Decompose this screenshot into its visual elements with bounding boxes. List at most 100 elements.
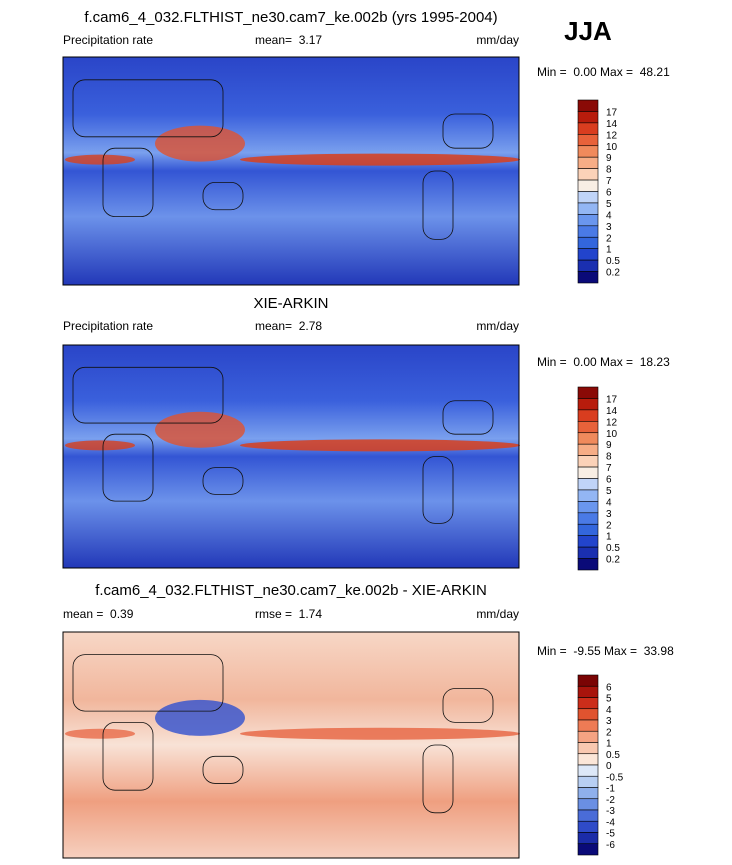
colorbar-label: 14 xyxy=(606,119,618,130)
colorbar-label: -3 xyxy=(606,806,615,817)
coastline xyxy=(202,181,244,211)
colorbar-label: -6 xyxy=(606,840,615,851)
colorbar-label: 0 xyxy=(606,761,612,772)
colorbar-box xyxy=(577,697,599,710)
colorbar-box xyxy=(577,764,599,777)
coastline xyxy=(102,147,154,217)
colorbar-box xyxy=(577,809,599,822)
colorbar-label: 7 xyxy=(606,176,612,187)
coastline xyxy=(442,688,494,723)
coastline xyxy=(72,366,224,424)
map-field xyxy=(63,57,519,285)
colorbar-box xyxy=(577,843,599,856)
colorbar-box xyxy=(577,798,599,811)
coastline xyxy=(442,400,494,435)
colorbar-box xyxy=(577,708,599,721)
colorbar-label: 1 xyxy=(606,532,612,543)
colorbar-box xyxy=(577,719,599,732)
min-max-label: Min = 0.00 Max = 18.23 xyxy=(537,355,670,369)
colorbar-label: 7 xyxy=(606,463,612,474)
colorbar-label: 2 xyxy=(606,233,612,244)
colorbar-box xyxy=(577,122,599,135)
coastline xyxy=(442,113,494,149)
colorbar-box xyxy=(577,820,599,833)
colorbar-box xyxy=(577,179,599,192)
panel-title: XIE-ARKIN xyxy=(253,295,328,312)
units-label: mm/day xyxy=(476,33,519,47)
colorbar-box xyxy=(577,156,599,169)
colorbar-label: 4 xyxy=(606,210,612,221)
colorbar-box xyxy=(577,259,599,272)
colorbar-label: -4 xyxy=(606,817,615,828)
colorbar-box xyxy=(577,191,599,204)
map-feature xyxy=(65,154,135,165)
colorbar-box xyxy=(577,466,599,479)
colorbar-label: 10 xyxy=(606,142,618,153)
center-label: mean= 3.17 xyxy=(255,33,322,47)
colorbar-label: 5 xyxy=(606,199,612,210)
colorbar-label: 12 xyxy=(606,130,618,141)
colorbar-box xyxy=(577,432,599,445)
colorbar-box xyxy=(577,398,599,411)
season-label: JJA xyxy=(564,16,612,46)
coastline xyxy=(422,170,454,240)
panel-title: f.cam6_4_032.FLTHIST_ne30.cam7_ke.002b (… xyxy=(84,9,497,26)
map-feature xyxy=(155,125,245,162)
colorbar-box xyxy=(577,225,599,238)
map-feature xyxy=(155,699,245,736)
map-feature xyxy=(240,439,520,452)
colorbar-label: 2 xyxy=(606,520,612,531)
colorbar-box xyxy=(577,523,599,536)
colorbar-label: 17 xyxy=(606,107,618,118)
colorbar-box xyxy=(577,832,599,845)
colorbar-label: 1 xyxy=(606,739,612,750)
coastline xyxy=(102,433,154,502)
left-label: Precipitation rate xyxy=(63,33,153,47)
colorbar-label: 0.5 xyxy=(606,750,620,761)
colorbar-label: 8 xyxy=(606,165,612,176)
colorbar-label: 4 xyxy=(606,705,612,716)
colorbar-label: 8 xyxy=(606,452,612,463)
colorbar-box xyxy=(577,386,599,399)
colorbar-box xyxy=(577,558,599,571)
colorbar-label: 17 xyxy=(606,394,618,405)
colorbar-label: 2 xyxy=(606,727,612,738)
colorbar-box xyxy=(577,248,599,261)
colorbar-label: 3 xyxy=(606,509,612,520)
colorbar-box xyxy=(577,99,599,112)
colorbar-box xyxy=(577,546,599,559)
map-frame xyxy=(62,56,520,286)
colorbar-box xyxy=(577,409,599,422)
min-max-label: Min = -9.55 Max = 33.98 xyxy=(537,644,674,658)
units-label: mm/day xyxy=(476,319,519,333)
colorbar-box xyxy=(577,489,599,502)
colorbar-box xyxy=(577,421,599,434)
colorbar-box xyxy=(577,787,599,800)
coastline xyxy=(422,456,454,524)
map-frame xyxy=(62,631,520,859)
coastline xyxy=(422,744,454,814)
colorbar-label: 5 xyxy=(606,486,612,497)
colorbar-box xyxy=(577,214,599,227)
colorbar-box xyxy=(577,685,599,698)
colorbar-box xyxy=(577,134,599,147)
colorbar-box xyxy=(577,674,599,687)
colorbar-box xyxy=(577,512,599,525)
colorbar-label: -2 xyxy=(606,795,615,806)
map-feature xyxy=(240,727,520,740)
colorbar-label: -0.5 xyxy=(606,772,624,783)
coastline xyxy=(202,467,244,495)
left-label: mean = 0.39 xyxy=(63,607,134,621)
map-feature xyxy=(155,411,245,448)
colorbar-box xyxy=(577,478,599,491)
map-feature xyxy=(65,440,135,451)
map-frame xyxy=(62,344,520,569)
colorbar-box xyxy=(577,535,599,548)
colorbar-label: 3 xyxy=(606,222,612,233)
colorbar-box xyxy=(577,236,599,249)
colorbar-label: 10 xyxy=(606,429,618,440)
colorbar-box xyxy=(577,443,599,456)
colorbar-box xyxy=(577,202,599,215)
colorbar-label: 0.2 xyxy=(606,268,620,279)
map-feature xyxy=(240,153,520,166)
